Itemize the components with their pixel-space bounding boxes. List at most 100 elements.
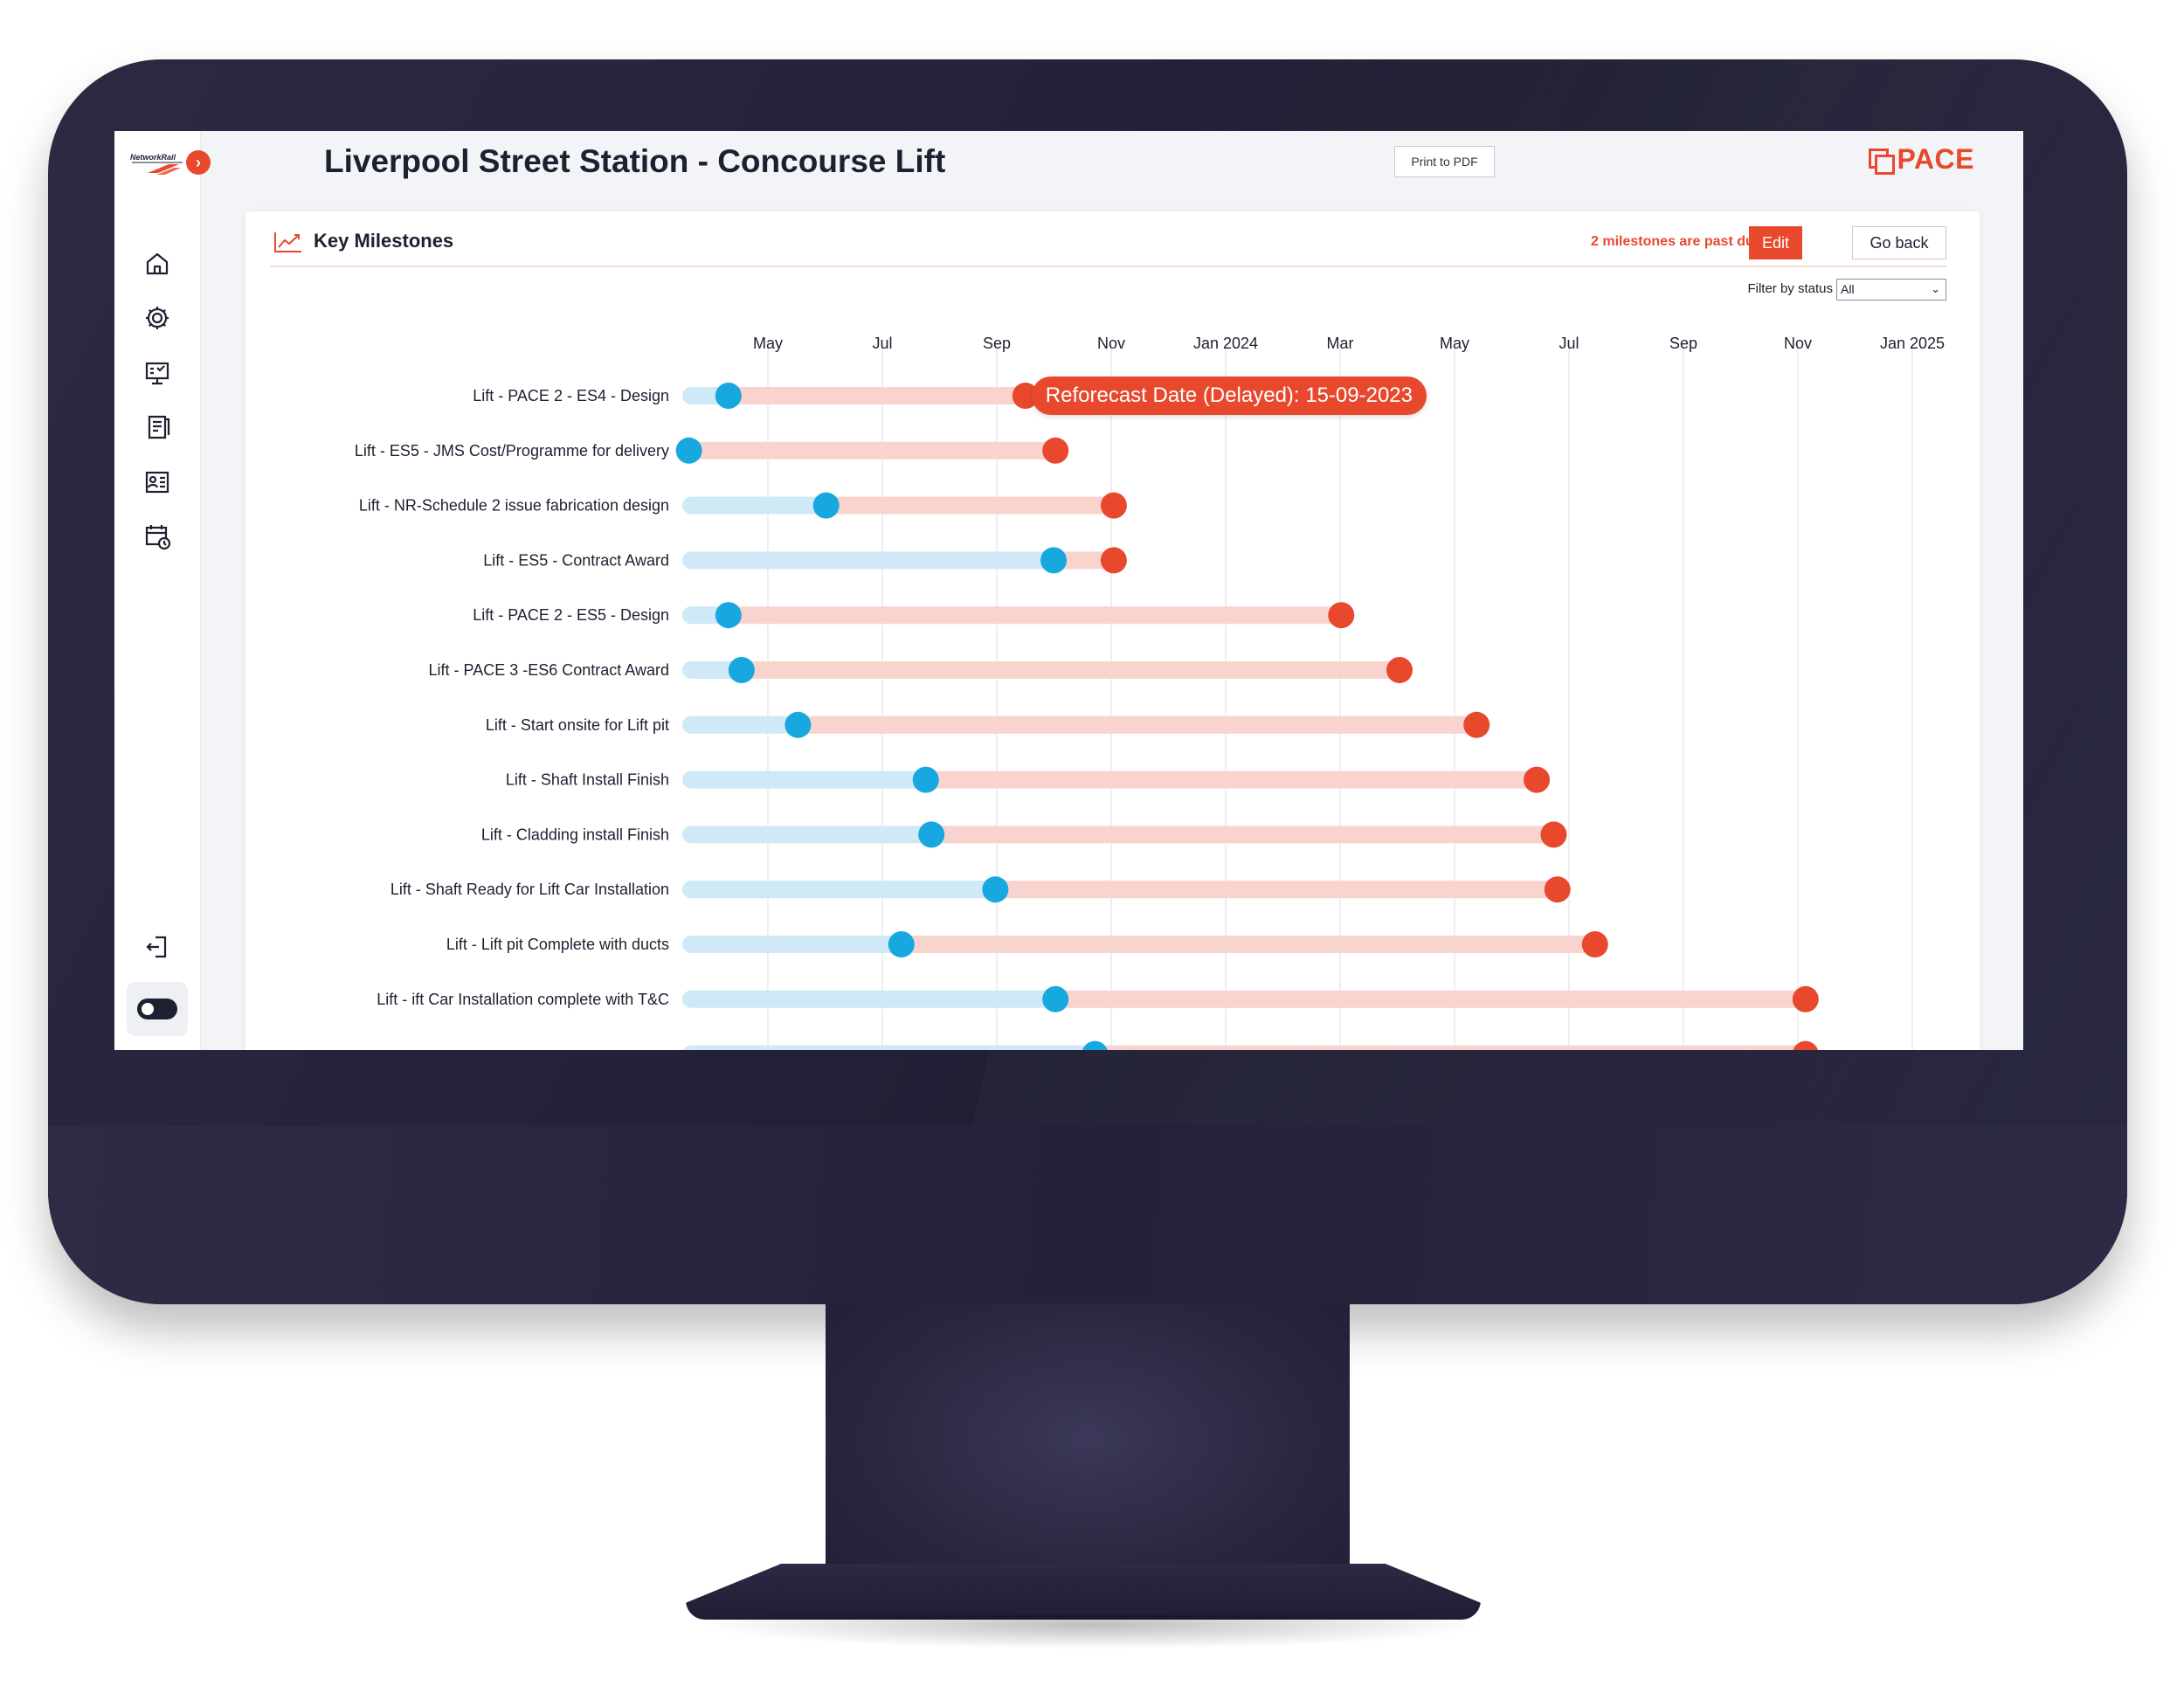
card-title: Key Milestones bbox=[314, 230, 454, 252]
network-rail-logo: NetworkRail bbox=[130, 153, 183, 175]
print-to-pdf-button[interactable]: Print to PDF bbox=[1394, 146, 1495, 177]
forecast-bar bbox=[1054, 551, 1114, 570]
forecast-date-dot bbox=[1100, 492, 1127, 519]
x-tick-label: Jul bbox=[872, 335, 892, 352]
x-tick-label: May bbox=[1440, 335, 1469, 352]
baseline-date-dot bbox=[982, 876, 1009, 903]
milestone-label: Lift - Shaft Install Finish bbox=[506, 771, 669, 789]
forecast-bar bbox=[925, 770, 1538, 789]
milestone-label: Lift - ES5 - Contract Award bbox=[483, 551, 669, 569]
x-tick-label: Sep bbox=[983, 335, 1011, 352]
baseline-date-dot bbox=[912, 766, 939, 793]
app-screen: Liverpool Street Station - Concourse Lif… bbox=[114, 131, 2023, 1050]
forecast-date-dot bbox=[1042, 437, 1069, 464]
monitor-stand-base bbox=[686, 1564, 1481, 1620]
baseline-date-dot bbox=[1082, 1040, 1108, 1050]
x-tick-label: Nov bbox=[1097, 335, 1125, 352]
home-icon[interactable] bbox=[142, 248, 173, 280]
baseline-bar bbox=[682, 936, 902, 953]
forecast-date-dot bbox=[1386, 657, 1413, 683]
milestone-label: Lift - PACE 2 - ES4 - Design bbox=[473, 387, 669, 404]
reforecast-tooltip: Reforecast Date (Delayed): 15-09-2023 bbox=[1031, 377, 1427, 415]
baseline-date-dot bbox=[1042, 985, 1069, 1012]
baseline-bar bbox=[683, 1045, 1095, 1050]
forecast-bar bbox=[901, 936, 1595, 953]
milestone-label: Lift - NR-Schedule 2 issue fabrication d… bbox=[359, 497, 669, 515]
baseline-bar bbox=[682, 881, 996, 899]
x-tick-label: Mar bbox=[1327, 335, 1354, 352]
forecast-date-dot bbox=[1793, 1040, 1819, 1050]
x-tick-label: Jan 2025 bbox=[1880, 335, 1945, 352]
milestone-label: Lift - Shaft Ready for Lift Car Installa… bbox=[390, 881, 669, 898]
past-due-warning: 2 milestones are past due! bbox=[1591, 234, 1766, 249]
forecast-bar bbox=[741, 661, 1400, 679]
milestones-gantt-chart: May Jul Sep Nov Jan 2024 Mar May Jul Sep Nov Jan 2… bbox=[355, 335, 1945, 1050]
network-rail-logo-text: NetworkRail bbox=[130, 153, 176, 162]
milestone-label: Lift - PACE 3 -ES6 Contract Award bbox=[429, 661, 669, 679]
status-filter-value: All bbox=[1841, 282, 1855, 296]
edit-button[interactable]: Edit bbox=[1749, 226, 1802, 259]
baseline-date-dot bbox=[784, 711, 812, 738]
calendar-clock-icon[interactable] bbox=[142, 521, 173, 552]
sidebar-expand-button[interactable]: › bbox=[186, 150, 211, 175]
top-bar: Liverpool Street Station - Concourse Lif… bbox=[201, 131, 2023, 210]
monitor-stand-neck bbox=[826, 1303, 1350, 1600]
milestone-label: Lift - ift Car Installation complete wit… bbox=[377, 991, 669, 1008]
forecast-date-dot bbox=[1100, 547, 1127, 574]
x-tick-label: Jul bbox=[1559, 335, 1579, 352]
x-tick-label: Jan 2024 bbox=[1193, 335, 1258, 352]
brand-name: PACE bbox=[1897, 143, 1974, 175]
baseline-bar bbox=[682, 496, 826, 515]
gear-icon[interactable] bbox=[142, 302, 173, 334]
forecast-date-dot bbox=[1328, 602, 1355, 629]
monitor-chin bbox=[48, 1125, 2127, 1304]
milestone-label: Lift - PACE 2 - ES5 - Design bbox=[473, 606, 669, 624]
milestones-card: Key Milestones 2 milestones are past due… bbox=[245, 211, 1980, 1050]
forecast-bar bbox=[1055, 990, 1806, 1008]
contacts-icon[interactable] bbox=[142, 466, 173, 498]
baseline-bar bbox=[682, 661, 742, 679]
document-icon[interactable] bbox=[142, 411, 173, 443]
sidebar: NetworkRail bbox=[114, 131, 201, 1050]
logout-icon[interactable] bbox=[142, 931, 173, 963]
pace-logo-icon bbox=[1869, 148, 1896, 175]
line-chart-icon bbox=[274, 232, 301, 252]
baseline-date-dot bbox=[918, 821, 945, 848]
filter-label: Filter by status bbox=[1747, 281, 1833, 296]
forecast-bar bbox=[728, 387, 1026, 404]
baseline-bar bbox=[682, 551, 1054, 570]
chevron-down-icon: ⌄ bbox=[1931, 282, 1940, 295]
baseline-bar bbox=[682, 826, 932, 844]
page-title: Liverpool Street Station - Concourse Lif… bbox=[324, 143, 946, 179]
forecast-date-dot bbox=[1544, 876, 1571, 903]
x-tick-label: May bbox=[753, 335, 783, 352]
forecast-bar bbox=[826, 496, 1114, 515]
milestone-label: Lift - Start onsite for Lift pit bbox=[486, 716, 669, 734]
monitor-stand-shadow bbox=[699, 1614, 1485, 1649]
baseline-date-dot bbox=[888, 931, 915, 957]
baseline-date-dot bbox=[715, 383, 742, 409]
forecast-bar bbox=[728, 606, 1342, 625]
go-back-button[interactable]: Go back bbox=[1852, 226, 1946, 259]
milestone-label: Lift - Cladding install Finish bbox=[481, 826, 669, 843]
forecast-bar bbox=[688, 441, 1056, 460]
baseline-bar bbox=[682, 715, 798, 734]
forecast-date-dot bbox=[1524, 766, 1551, 793]
dark-mode-toggle[interactable] bbox=[137, 999, 177, 1019]
presentation-icon[interactable] bbox=[142, 357, 173, 389]
brand-logo: PACE bbox=[1869, 143, 1974, 176]
status-filter-select[interactable]: All ⌄ bbox=[1836, 279, 1946, 301]
milestone-label: Lift - ES5 - JMS Cost/Programme for deli… bbox=[355, 442, 669, 460]
forecast-bar bbox=[931, 826, 1554, 844]
baseline-date-dot bbox=[728, 657, 755, 683]
x-tick-label: Sep bbox=[1669, 335, 1697, 352]
baseline-bar bbox=[682, 990, 1056, 1008]
theme-toggle-container bbox=[127, 982, 188, 1036]
milestone-label: Lift - Lift pit Complete with ducts bbox=[446, 936, 669, 953]
baseline-date-dot bbox=[812, 492, 840, 519]
forecast-date-dot bbox=[1792, 985, 1819, 1012]
forecast-date-dot bbox=[1581, 931, 1608, 957]
baseline-date-dot bbox=[715, 602, 742, 629]
forecast-bar bbox=[1095, 1045, 1806, 1050]
baseline-bar bbox=[682, 770, 926, 789]
